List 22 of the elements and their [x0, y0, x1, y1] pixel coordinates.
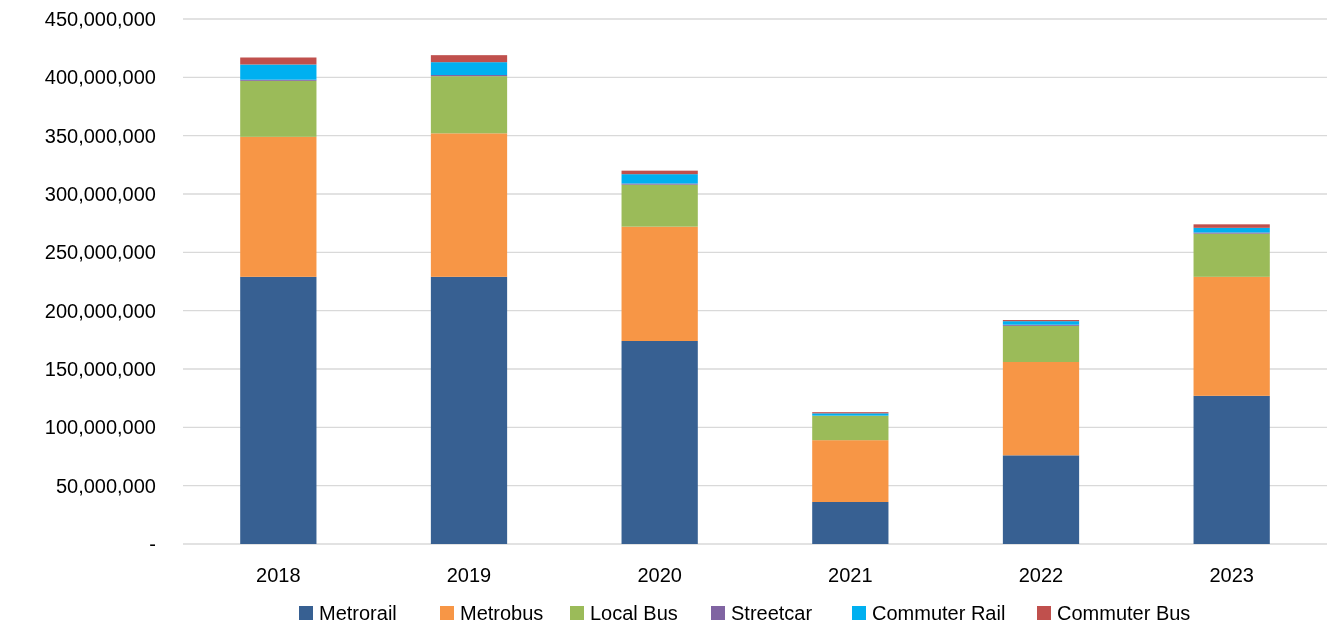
legend-label: Streetcar	[731, 602, 813, 624]
legend-label: Local Bus	[590, 602, 678, 624]
y-tick-label: 150,000,000	[44, 358, 156, 380]
y-tick-label: 400,000,000	[44, 66, 156, 89]
y-tick-label: 450,000,000	[44, 8, 156, 30]
y-tick-label: -	[149, 533, 156, 555]
x-tick-label: 2023	[1209, 564, 1254, 586]
y-tick-label: 350,000,000	[44, 124, 156, 147]
x-tick-label: 2021	[828, 564, 873, 586]
y-tick-label: 250,000,000	[44, 241, 156, 264]
y-tick-label: 300,000,000	[44, 183, 156, 205]
x-tick-label: 2018	[256, 564, 301, 586]
y-tick-label: 200,000,000	[44, 299, 156, 322]
legend-label: Commuter Bus	[1057, 602, 1191, 624]
y-tick-label: 50,000,000	[55, 474, 156, 497]
legend-label: Metrobus	[460, 602, 544, 624]
y-tick-label: 100,000,000	[44, 416, 156, 439]
x-tick-label: 2020	[637, 564, 682, 586]
x-tick-label: 2019	[446, 564, 492, 586]
legend-label: Commuter Rail	[872, 602, 1006, 624]
legend-label: Metrorail	[319, 602, 397, 624]
x-tick-label: 2022	[1018, 564, 1064, 586]
